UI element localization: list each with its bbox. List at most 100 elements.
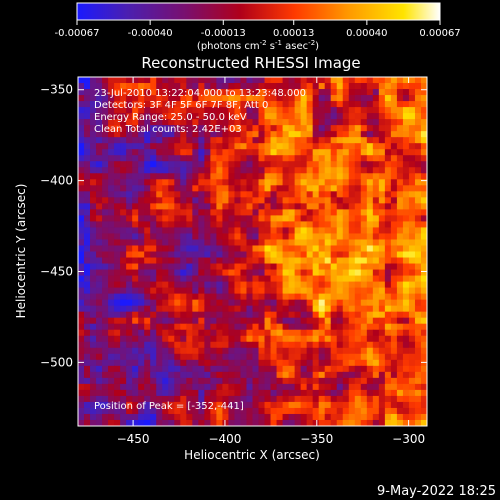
heatmap-cell (168, 353, 175, 361)
heatmap-cell (408, 161, 416, 168)
heatmap-cell (150, 419, 157, 426)
heatmap-cell (144, 245, 151, 253)
heatmap-cell (342, 203, 350, 210)
heatmap-cell (168, 113, 175, 120)
heatmap-cell (180, 389, 187, 397)
heatmap-cell (336, 107, 344, 114)
heatmap-cell (282, 95, 290, 102)
heatmap-cell (420, 263, 427, 271)
heatmap-cell (180, 149, 187, 156)
heatmap-cell (132, 125, 139, 132)
heatmap-cell (390, 149, 398, 156)
heatmap-cell (372, 311, 380, 319)
heatmap-cell (234, 413, 242, 421)
heatmap-cell (192, 137, 199, 144)
heatmap-cell (204, 113, 211, 120)
heatmap-cell (270, 137, 278, 144)
heatmap-cell (330, 335, 338, 343)
heatmap-cell (408, 353, 416, 361)
heatmap-cell (84, 251, 91, 259)
heatmap-cell (354, 401, 362, 409)
heatmap-cell (78, 299, 85, 307)
heatmap-cell (246, 401, 254, 409)
heatmap-cell (108, 149, 115, 156)
heatmap-cell (210, 263, 217, 271)
heatmap-cell (108, 113, 115, 120)
heatmap-cell (390, 287, 398, 295)
heatmap-cell (144, 95, 151, 102)
heatmap-cell (366, 227, 374, 235)
heatmap-cell (216, 365, 224, 373)
heatmap-cell (144, 119, 151, 126)
heatmap-cell (402, 281, 410, 289)
heatmap-cell (108, 311, 115, 319)
heatmap-cell (114, 179, 121, 186)
heatmap-cell (252, 203, 260, 210)
heatmap-cell (294, 203, 302, 210)
heatmap-cell (378, 347, 386, 355)
heatmap-cell (180, 299, 187, 307)
heatmap-cell (288, 101, 296, 108)
heatmap-cell (330, 377, 338, 385)
heatmap-cell (396, 173, 404, 180)
heatmap-cell (396, 359, 404, 367)
heatmap-cell (150, 257, 157, 265)
heatmap-cell (378, 251, 386, 259)
heatmap-cell (198, 215, 205, 223)
heatmap-cell (270, 281, 278, 289)
heatmap-cell (270, 377, 278, 385)
heatmap-cell (252, 167, 260, 174)
heatmap-cell (264, 215, 272, 223)
heatmap-cell (150, 353, 157, 361)
heatmap-cell (234, 383, 242, 391)
heatmap-cell (120, 149, 127, 156)
heatmap-cell (252, 317, 260, 325)
heatmap-cell (378, 317, 386, 325)
heatmap-cell (90, 173, 97, 180)
heatmap-cell (348, 257, 356, 265)
heatmap-cell (174, 209, 181, 216)
heatmap-cell (360, 395, 368, 403)
heatmap-cell (138, 269, 145, 277)
heatmap-cell (150, 221, 157, 229)
heatmap-cell (144, 299, 151, 307)
heatmap-cell (324, 155, 332, 162)
heatmap-cell (222, 323, 230, 331)
heatmap-cell (324, 287, 332, 295)
heatmap-cell (276, 341, 284, 349)
heatmap-cell (408, 347, 416, 355)
heatmap-cell (102, 113, 109, 120)
heatmap-cell (414, 383, 422, 391)
heatmap-cell (240, 275, 248, 283)
heatmap-cell (270, 101, 278, 108)
heatmap-cell (276, 389, 284, 397)
heatmap-cell (294, 173, 302, 180)
heatmap-cell (228, 257, 236, 265)
heatmap-cell (180, 347, 187, 355)
heatmap-cell (102, 155, 109, 162)
heatmap-cell (372, 107, 380, 114)
heatmap-cell (114, 293, 121, 301)
heatmap-cell (330, 359, 338, 367)
heatmap-cell (198, 83, 205, 90)
heatmap-cell (414, 365, 422, 373)
heatmap-cell (132, 209, 139, 216)
heatmap-cell (174, 329, 181, 337)
heatmap-cell (360, 113, 368, 120)
heatmap-cell (102, 311, 109, 319)
heatmap-cell (234, 245, 242, 253)
heatmap-cell (102, 401, 109, 409)
heatmap-cell (90, 119, 97, 126)
heatmap-cell (402, 239, 410, 247)
heatmap-cell (258, 227, 266, 235)
heatmap-cell (126, 173, 133, 180)
heatmap-cell (186, 95, 193, 102)
colorbar-tick-label: -0.00067 (55, 28, 100, 39)
heatmap-cell (282, 317, 290, 325)
heatmap-cell (276, 377, 284, 385)
heatmap-cell (162, 329, 169, 337)
heatmap-cell (378, 113, 386, 120)
heatmap-cell (138, 251, 145, 259)
heatmap-cell (108, 233, 115, 241)
heatmap-cell (102, 119, 109, 126)
